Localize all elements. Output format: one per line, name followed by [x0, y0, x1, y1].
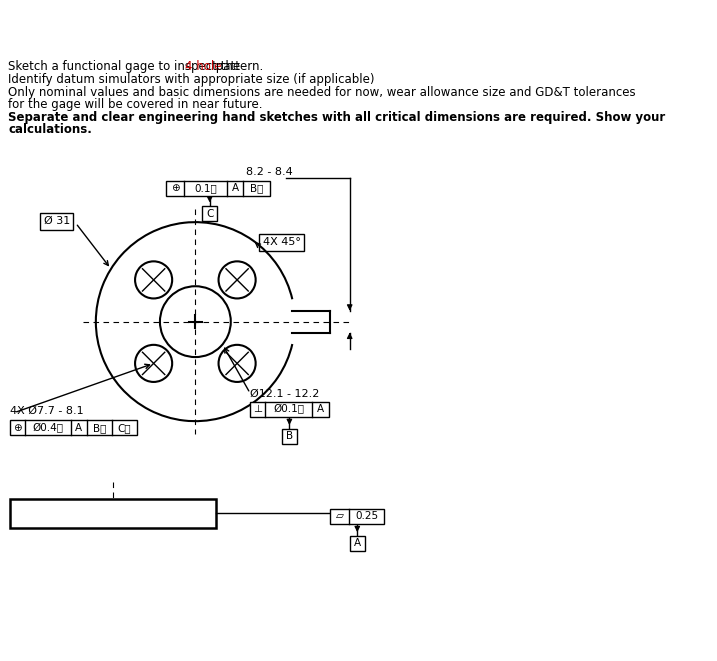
Text: Identify datum simulators with appropriate size (if applicable): Identify datum simulators with appropria…	[8, 73, 375, 86]
Text: 8.2 - 8.4: 8.2 - 8.4	[246, 167, 293, 176]
Text: calculations.: calculations.	[8, 124, 92, 136]
Bar	[331, 509, 384, 524]
Text: A: A	[75, 423, 82, 433]
Text: A: A	[232, 183, 239, 194]
Text: 4X 45°: 4X 45°	[263, 237, 300, 247]
Text: ⊥: ⊥	[253, 405, 262, 414]
Text: B: B	[286, 432, 293, 442]
Text: ⊕: ⊕	[171, 183, 179, 194]
Text: BⓂ: BⓂ	[250, 183, 264, 194]
Text: A: A	[317, 405, 324, 414]
Text: Separate and clear engineering hand sketches with all critical dimensions are re: Separate and clear engineering hand sket…	[8, 111, 665, 124]
Text: Ø0.4Ⓜ: Ø0.4Ⓜ	[33, 423, 64, 433]
Text: Ø 31: Ø 31	[44, 216, 70, 226]
Text: CⓂ: CⓂ	[118, 423, 131, 433]
Text: Sketch a functional gage to inspect the: Sketch a functional gage to inspect the	[8, 60, 244, 73]
Text: 0.25: 0.25	[355, 512, 378, 522]
Text: pattern.: pattern.	[212, 60, 263, 73]
Bar	[350, 536, 365, 551]
Text: ▱: ▱	[336, 512, 343, 522]
Text: Ø12.1 - 12.2: Ø12.1 - 12.2	[250, 389, 320, 399]
Bar	[282, 429, 297, 444]
Text: Ø0.1Ⓜ: Ø0.1Ⓜ	[273, 405, 304, 414]
Text: for the gage will be covered in near future.: for the gage will be covered in near fut…	[8, 98, 262, 111]
Text: ⊕: ⊕	[13, 423, 22, 433]
Text: 4X Ø7.7 - 8.1: 4X Ø7.7 - 8.1	[10, 406, 83, 416]
Text: A: A	[353, 539, 361, 549]
Text: Only nominal values and basic dimensions are needed for now, wear allowance size: Only nominal values and basic dimensions…	[8, 85, 636, 98]
Bar	[250, 402, 328, 417]
Text: 0.1Ⓜ: 0.1Ⓜ	[194, 183, 217, 194]
Bar	[202, 206, 217, 221]
Bar	[166, 181, 270, 196]
Text: BⓂ: BⓂ	[92, 423, 106, 433]
Bar	[10, 420, 137, 436]
Text: 4 hole: 4 hole	[185, 60, 222, 73]
Text: C: C	[206, 209, 214, 219]
Bar	[10, 499, 217, 528]
